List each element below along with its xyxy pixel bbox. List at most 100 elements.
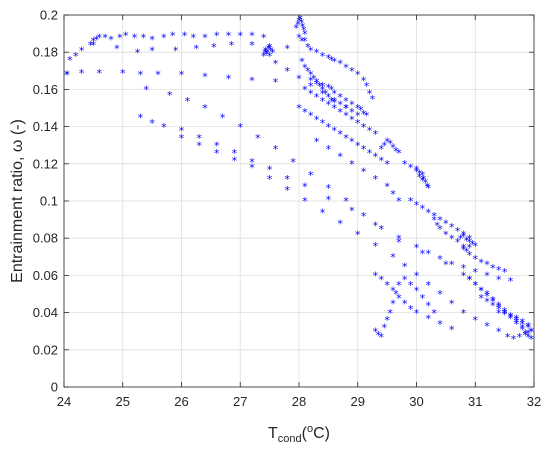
- data-point: *: [528, 325, 534, 338]
- data-point: *: [138, 69, 144, 82]
- data-point: *: [490, 296, 496, 309]
- data-point: *: [355, 229, 361, 242]
- data-point: *: [414, 307, 420, 320]
- data-point: *: [314, 78, 320, 91]
- data-point: *: [349, 113, 355, 126]
- data-point: *: [267, 164, 273, 177]
- data-point: *: [268, 45, 274, 58]
- x-axis-label-open: (: [302, 425, 308, 442]
- data-point: *: [384, 136, 390, 149]
- data-point: *: [196, 132, 202, 145]
- data-point: *: [373, 325, 379, 338]
- data-point: *: [473, 266, 479, 279]
- data-point: *: [332, 87, 338, 100]
- y-tick-label: 0.06: [33, 268, 58, 283]
- data-point: *: [332, 97, 338, 110]
- data-point: *: [484, 320, 490, 333]
- data-point: *: [91, 35, 97, 48]
- data-point: *: [308, 80, 314, 93]
- data-point: *: [264, 48, 270, 61]
- data-point: *: [484, 296, 490, 309]
- data-point: *: [144, 84, 150, 97]
- data-point: *: [467, 232, 473, 245]
- data-point: *: [461, 229, 467, 242]
- data-point: *: [355, 139, 361, 152]
- data-point: *: [417, 167, 423, 180]
- data-point: *: [522, 327, 528, 340]
- data-point: *: [520, 322, 526, 335]
- data-point: *: [384, 279, 390, 292]
- x-tick-label: 27: [233, 394, 247, 409]
- data-point: *: [426, 312, 432, 325]
- data-point: *: [484, 270, 490, 283]
- data-point: *: [261, 50, 267, 63]
- data-point: *: [196, 139, 202, 152]
- data-point: *: [431, 214, 437, 227]
- data-point: *: [361, 143, 367, 156]
- data-point: *: [449, 232, 455, 245]
- data-point: *: [343, 61, 349, 74]
- data-point: *: [297, 13, 303, 26]
- data-point: *: [167, 89, 173, 102]
- data-point: *: [461, 270, 467, 283]
- data-point: *: [473, 279, 479, 292]
- data-point: *: [337, 106, 343, 119]
- data-point: *: [323, 87, 329, 100]
- data-point: *: [470, 238, 476, 251]
- x-tick-label: 28: [292, 394, 306, 409]
- data-point: *: [226, 72, 232, 85]
- data-point: *: [414, 165, 420, 178]
- data-point: *: [155, 69, 161, 82]
- x-tick-labels: 24 25 26 27 28 29 30 31 32: [57, 394, 541, 409]
- data-point: *: [424, 180, 430, 193]
- data-point: *: [373, 151, 379, 164]
- data-point: *: [79, 67, 85, 80]
- data-point: *: [496, 307, 502, 320]
- data-point: *: [464, 245, 470, 258]
- data-point: *: [320, 117, 326, 130]
- data-point: *: [343, 195, 349, 208]
- data-point: *: [373, 173, 379, 186]
- data-point: *: [326, 193, 332, 206]
- data-point: *: [214, 147, 220, 160]
- data-point: *: [220, 112, 226, 125]
- data-point: *: [361, 210, 367, 223]
- data-point: *: [478, 284, 484, 297]
- data-point: *: [517, 331, 523, 344]
- data-point: *: [349, 106, 355, 119]
- data-point: *: [305, 65, 311, 78]
- data-point: *: [502, 309, 508, 322]
- data-point: *: [396, 195, 402, 208]
- data-point: *: [520, 318, 526, 331]
- data-point: *: [290, 156, 296, 169]
- data-point: *: [329, 95, 335, 108]
- data-point: *: [525, 331, 531, 344]
- data-point: *: [484, 288, 490, 301]
- data-point: *: [249, 30, 255, 43]
- data-point: *: [421, 173, 427, 186]
- data-point: *: [249, 156, 255, 169]
- data-point: *: [88, 39, 94, 52]
- data-point: *: [473, 279, 479, 292]
- x-tick-label: 26: [174, 394, 188, 409]
- data-point: *: [379, 154, 385, 167]
- data-point: *: [437, 214, 443, 227]
- data-point: *: [449, 324, 455, 337]
- y-axis-label: Entrainment ratio, ω (-): [9, 119, 26, 283]
- data-point: *: [426, 206, 432, 219]
- data-point: *: [170, 30, 176, 43]
- data-point: *: [267, 173, 273, 186]
- data-point: *: [387, 307, 393, 320]
- data-point: *: [381, 322, 387, 335]
- data-point: *: [426, 182, 432, 195]
- data-point: *: [332, 102, 338, 115]
- data-point: *: [408, 279, 414, 292]
- data-point: *: [314, 46, 320, 59]
- data-point: *: [182, 30, 188, 43]
- data-point: *: [525, 327, 531, 340]
- data-point: *: [390, 298, 396, 311]
- data-point: *: [308, 169, 314, 182]
- data-point: *: [262, 46, 268, 59]
- data-point: *: [393, 145, 399, 158]
- y-tick-labels: 0 0.02 0.04 0.06 0.08 0.1 0.12 0.14 0.16 0.18 0.2: [33, 8, 58, 395]
